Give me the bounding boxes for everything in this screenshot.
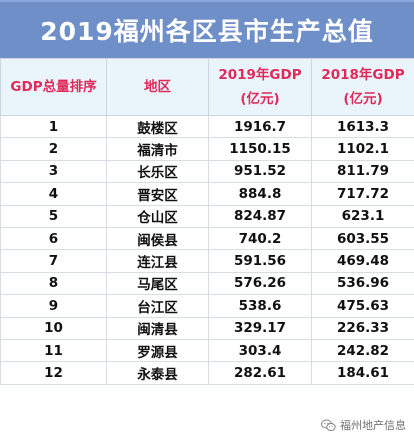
cell-region: 福清市 — [106, 137, 209, 161]
header-region: 地区 — [106, 58, 209, 116]
table-row: 1 鼓楼区 1916.7 1613.3 — [0, 114, 414, 139]
header-gdp2018-line1: 2018年GDP — [321, 67, 405, 83]
cell-gdp2019: 282.61 — [208, 361, 312, 385]
cell-gdp2019: 303.4 — [208, 338, 312, 363]
cell-gdp2019: 824.87 — [208, 204, 312, 228]
cell-gdp2018: 717.72 — [311, 182, 414, 206]
cell-gdp2019: 740.2 — [208, 226, 312, 251]
cell-gdp2018: 1613.3 — [311, 114, 414, 139]
cell-gdp2018: 603.55 — [311, 226, 414, 251]
cell-region: 马尾区 — [106, 271, 209, 296]
cell-region: 仓山区 — [106, 204, 209, 228]
cell-gdp2019: 1916.7 — [208, 114, 312, 139]
cell-rank: 8 — [0, 271, 107, 296]
title-bar: 2019福州各区县市生产总值 — [0, 0, 414, 58]
wechat-icon — [321, 419, 336, 431]
cell-rank: 9 — [0, 294, 107, 318]
header-gdp2018: 2018年GDP (亿元) — [311, 58, 414, 116]
table-row: 9 台江区 538.6 475.63 — [0, 294, 414, 318]
table-row: 5 仓山区 824.87 623.1 — [0, 204, 414, 228]
cell-gdp2018: 1102.1 — [311, 137, 414, 161]
cell-gdp2019: 576.26 — [208, 271, 312, 296]
cell-region: 鼓楼区 — [106, 114, 209, 139]
cell-gdp2018: 623.1 — [311, 204, 414, 228]
header-gdp2019-line2: (亿元) — [240, 91, 280, 107]
table-row: 10 闽清县 329.17 226.33 — [0, 316, 414, 340]
cell-gdp2019: 1150.15 — [208, 137, 312, 161]
cell-gdp2018: 184.61 — [311, 361, 414, 385]
table-row: 11 罗源县 303.4 242.82 — [0, 338, 414, 363]
cell-gdp2018: 536.96 — [311, 271, 414, 296]
table-header-row: GDP总量排序 地区 2019年GDP (亿元) 2018年GDP (亿元) — [0, 58, 414, 116]
table-row: 6 闽侯县 740.2 603.55 — [0, 226, 414, 251]
gdp-table: GDP总量排序 地区 2019年GDP (亿元) 2018年GDP (亿元) 1… — [0, 58, 414, 385]
watermark: 福州地产信息 — [319, 416, 408, 434]
cell-gdp2019: 884.8 — [208, 182, 312, 206]
header-rank: GDP总量排序 — [0, 58, 107, 116]
table-row: 4 晋安区 884.8 717.72 — [0, 182, 414, 206]
table-row: 8 马尾区 576.26 536.96 — [0, 271, 414, 296]
cell-region: 罗源县 — [106, 338, 209, 363]
cell-gdp2019: 951.52 — [208, 159, 312, 184]
table-row: 12 永泰县 282.61 184.61 — [0, 361, 414, 385]
cell-gdp2019: 538.6 — [208, 294, 312, 318]
cell-gdp2018: 242.82 — [311, 338, 414, 363]
table-row: 7 连江县 591.56 469.48 — [0, 249, 414, 273]
cell-rank: 6 — [0, 226, 107, 251]
cell-rank: 1 — [0, 114, 107, 139]
cell-gdp2018: 811.79 — [311, 159, 414, 184]
table-row: 3 长乐区 951.52 811.79 — [0, 159, 414, 184]
cell-gdp2019: 329.17 — [208, 316, 312, 340]
cell-rank: 4 — [0, 182, 107, 206]
cell-rank: 2 — [0, 137, 107, 161]
cell-rank: 3 — [0, 159, 107, 184]
cell-rank: 5 — [0, 204, 107, 228]
cell-region: 连江县 — [106, 249, 209, 273]
header-gdp2018-line2: (亿元) — [343, 91, 383, 107]
cell-gdp2018: 226.33 — [311, 316, 414, 340]
cell-gdp2018: 469.48 — [311, 249, 414, 273]
table-body: 1 鼓楼区 1916.7 1613.3 2 福清市 1150.15 1102.1 3 长乐区 951… — [0, 114, 414, 385]
cell-region: 永泰县 — [106, 361, 209, 385]
watermark-text: 福州地产信息 — [340, 419, 406, 432]
cell-region: 长乐区 — [106, 159, 209, 184]
table-row: 2 福清市 1150.15 1102.1 — [0, 137, 414, 161]
header-gdp2019-line1: 2019年GDP — [218, 67, 302, 83]
cell-rank: 12 — [0, 361, 107, 385]
cell-rank: 11 — [0, 338, 107, 363]
cell-region: 闽侯县 — [106, 226, 209, 251]
header-gdp2019: 2019年GDP (亿元) — [208, 58, 312, 116]
cell-region: 台江区 — [106, 294, 209, 318]
header-region-label: 地区 — [144, 79, 171, 95]
header-rank-label: GDP总量排序 — [10, 79, 97, 95]
cell-rank: 10 — [0, 316, 107, 340]
cell-region: 闽清县 — [106, 316, 209, 340]
page-title: 2019福州各区县市生产总值 — [40, 17, 374, 46]
cell-gdp2019: 591.56 — [208, 249, 312, 273]
cell-region: 晋安区 — [106, 182, 209, 206]
cell-gdp2018: 475.63 — [311, 294, 414, 318]
cell-rank: 7 — [0, 249, 107, 273]
